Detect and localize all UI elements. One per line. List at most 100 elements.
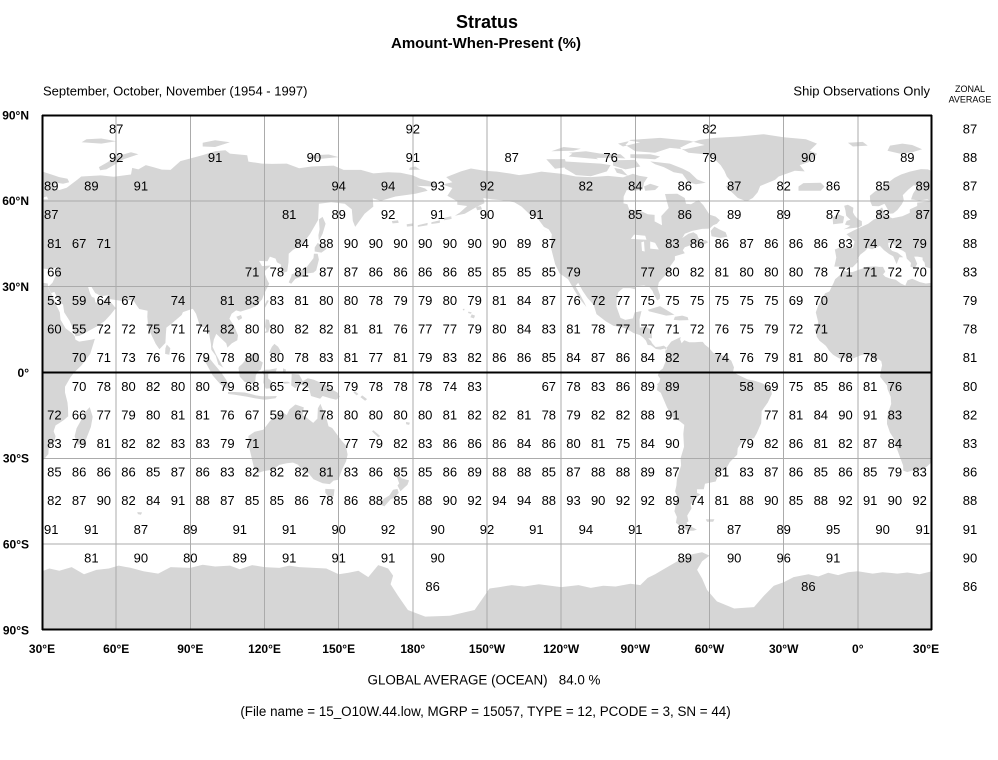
svg-text:80: 80 [183,551,197,566]
svg-text:84: 84 [517,322,531,337]
svg-text:82: 82 [665,350,679,365]
svg-text:71: 71 [814,322,828,337]
svg-text:71: 71 [863,264,877,279]
svg-text:76: 76 [171,350,185,365]
svg-text:83: 83 [963,436,977,451]
svg-text:90: 90 [665,436,679,451]
svg-text:88: 88 [591,465,605,480]
svg-text:67: 67 [72,236,86,251]
svg-text:80: 80 [443,293,457,308]
svg-text:90: 90 [443,236,457,251]
svg-text:72: 72 [888,264,902,279]
svg-text:76: 76 [888,379,902,394]
svg-text:87: 87 [665,465,679,480]
svg-text:79: 79 [764,322,778,337]
svg-text:82: 82 [838,436,852,451]
svg-text:86: 86 [690,236,704,251]
svg-text:83: 83 [912,465,926,480]
svg-text:86: 86 [443,264,457,279]
svg-text:81: 81 [47,236,61,251]
svg-text:92: 92 [480,522,494,537]
svg-text:93: 93 [566,493,580,508]
svg-text:80: 80 [270,350,284,365]
svg-text:60°N: 60°N [2,194,29,208]
svg-text:30°E: 30°E [29,642,55,656]
svg-text:86: 86 [517,350,531,365]
svg-text:86: 86 [492,350,506,365]
svg-text:92: 92 [640,493,654,508]
svg-text:75: 75 [690,293,704,308]
svg-text:79: 79 [121,407,135,422]
svg-text:74: 74 [443,379,457,394]
svg-text:67: 67 [542,379,556,394]
svg-text:80: 80 [789,264,803,279]
svg-text:78: 78 [369,293,383,308]
svg-text:83: 83 [443,350,457,365]
svg-text:85: 85 [517,264,531,279]
svg-text:80: 80 [171,379,185,394]
svg-text:85: 85 [542,350,556,365]
svg-text:82: 82 [963,407,977,422]
svg-text:86: 86 [764,236,778,251]
svg-text:0°: 0° [852,642,864,656]
svg-text:94: 94 [331,179,345,194]
svg-text:82: 82 [270,465,284,480]
svg-text:72: 72 [97,322,111,337]
svg-text:81: 81 [591,436,605,451]
svg-text:87: 87 [963,121,977,136]
svg-text:91: 91 [282,551,296,566]
svg-text:81: 81 [517,407,531,422]
svg-text:60°E: 60°E [103,642,129,656]
svg-text:81: 81 [220,293,234,308]
svg-text:91: 91 [84,522,98,537]
svg-text:150°E: 150°E [322,642,355,656]
svg-text:91: 91 [863,407,877,422]
svg-text:80: 80 [566,436,580,451]
svg-text:87: 87 [134,522,148,537]
svg-text:70: 70 [814,293,828,308]
svg-text:90: 90 [591,493,605,508]
svg-text:82: 82 [245,465,259,480]
svg-text:69: 69 [789,293,803,308]
svg-text:83: 83 [888,407,902,422]
svg-text:89: 89 [233,551,247,566]
svg-text:91: 91 [208,150,222,165]
svg-text:83: 83 [319,350,333,365]
svg-text:150°W: 150°W [469,642,506,656]
svg-text:89: 89 [640,465,654,480]
svg-text:88: 88 [640,407,654,422]
svg-text:85: 85 [542,465,556,480]
svg-text:86: 86 [467,436,481,451]
svg-text:91: 91 [44,522,58,537]
svg-text:85: 85 [628,207,642,222]
svg-text:86: 86 [418,264,432,279]
svg-text:94: 94 [579,522,593,537]
svg-text:84: 84 [640,436,654,451]
svg-text:79: 79 [369,436,383,451]
svg-text:91: 91 [665,407,679,422]
svg-text:90°E: 90°E [177,642,203,656]
svg-text:90°W: 90°W [621,642,651,656]
svg-text:92: 92 [480,179,494,194]
svg-text:70: 70 [72,350,86,365]
svg-text:84: 84 [294,236,308,251]
svg-text:93: 93 [430,179,444,194]
svg-text:Ship Observations Only: Ship Observations Only [793,84,930,99]
svg-text:91: 91 [233,522,247,537]
svg-text:90: 90 [480,207,494,222]
svg-text:83: 83 [195,436,209,451]
svg-text:77: 77 [344,436,358,451]
svg-text:84: 84 [517,293,531,308]
svg-text:86: 86 [715,236,729,251]
svg-text:81: 81 [863,379,877,394]
svg-text:81: 81 [393,350,407,365]
svg-text:88: 88 [616,465,630,480]
svg-text:83: 83 [591,379,605,394]
svg-text:76: 76 [566,293,580,308]
svg-text:87: 87 [220,493,234,508]
svg-text:58: 58 [739,379,753,394]
svg-text:86: 86 [789,465,803,480]
svg-text:86: 86 [616,379,630,394]
svg-text:81: 81 [715,264,729,279]
svg-text:84: 84 [814,407,828,422]
